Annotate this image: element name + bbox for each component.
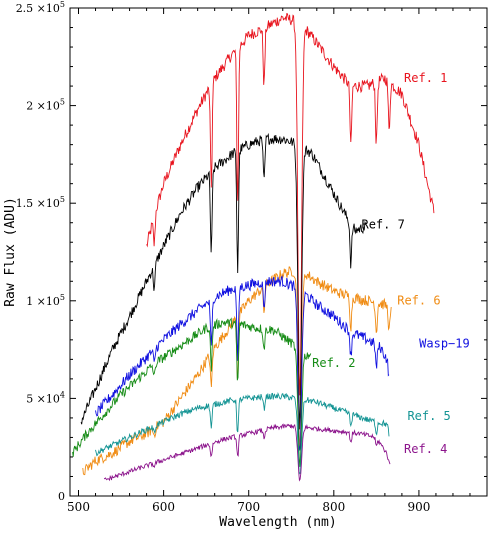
series-label-ref-4: Ref. 4 <box>404 442 447 456</box>
x-tick-label: 700 <box>237 500 260 514</box>
series-label-ref-2: Ref. 2 <box>312 356 355 370</box>
series-label-ref-7: Ref. 7 <box>361 218 404 232</box>
y-tick-label: 2 ×105 <box>26 98 65 113</box>
series-line-ref-4 <box>104 423 391 482</box>
series-label-ref-1: Ref. 1 <box>404 71 447 85</box>
plot-frame <box>69 7 488 497</box>
series-label-ref-5: Ref. 5 <box>407 409 450 423</box>
y-tick-label: 1.5 ×105 <box>16 195 65 210</box>
series-line-ref-2 <box>72 317 312 467</box>
series-label-ref-6: Ref. 6 <box>397 294 440 308</box>
y-tick-label: 1 ×105 <box>26 293 65 308</box>
x-tick-label: 900 <box>407 500 430 514</box>
ticks-layer: 500 600 700 800 900 0 5 ×104 1 ×105 1.5 ×105 2 ×1… <box>16 0 487 514</box>
series-line-ref-7 <box>80 132 367 430</box>
y-tick-label: 5 ×104 <box>26 390 65 405</box>
series-line-ref-1 <box>146 13 435 396</box>
x-tick-label: 500 <box>67 500 90 514</box>
series-labels-layer: Ref. 1 Ref. 7 Ref. 6 Wasp−19 Ref. 2 Ref. 5 Ref… <box>312 71 470 456</box>
x-tick-label: 600 <box>152 500 175 514</box>
series-label-wasp-19: Wasp−19 <box>419 337 470 351</box>
series-line-wasp-19 <box>95 275 390 451</box>
y-tick-label: 2.5 ×105 <box>16 0 65 15</box>
series-line-ref-5 <box>95 392 390 475</box>
y-tick-label: 0 <box>58 490 65 503</box>
x-axis-title: Wavelength (nm) <box>219 515 336 530</box>
series-layer <box>72 13 435 482</box>
x-tick-label: 800 <box>322 500 345 514</box>
y-axis-title: Raw Flux (ADU) <box>3 197 18 307</box>
